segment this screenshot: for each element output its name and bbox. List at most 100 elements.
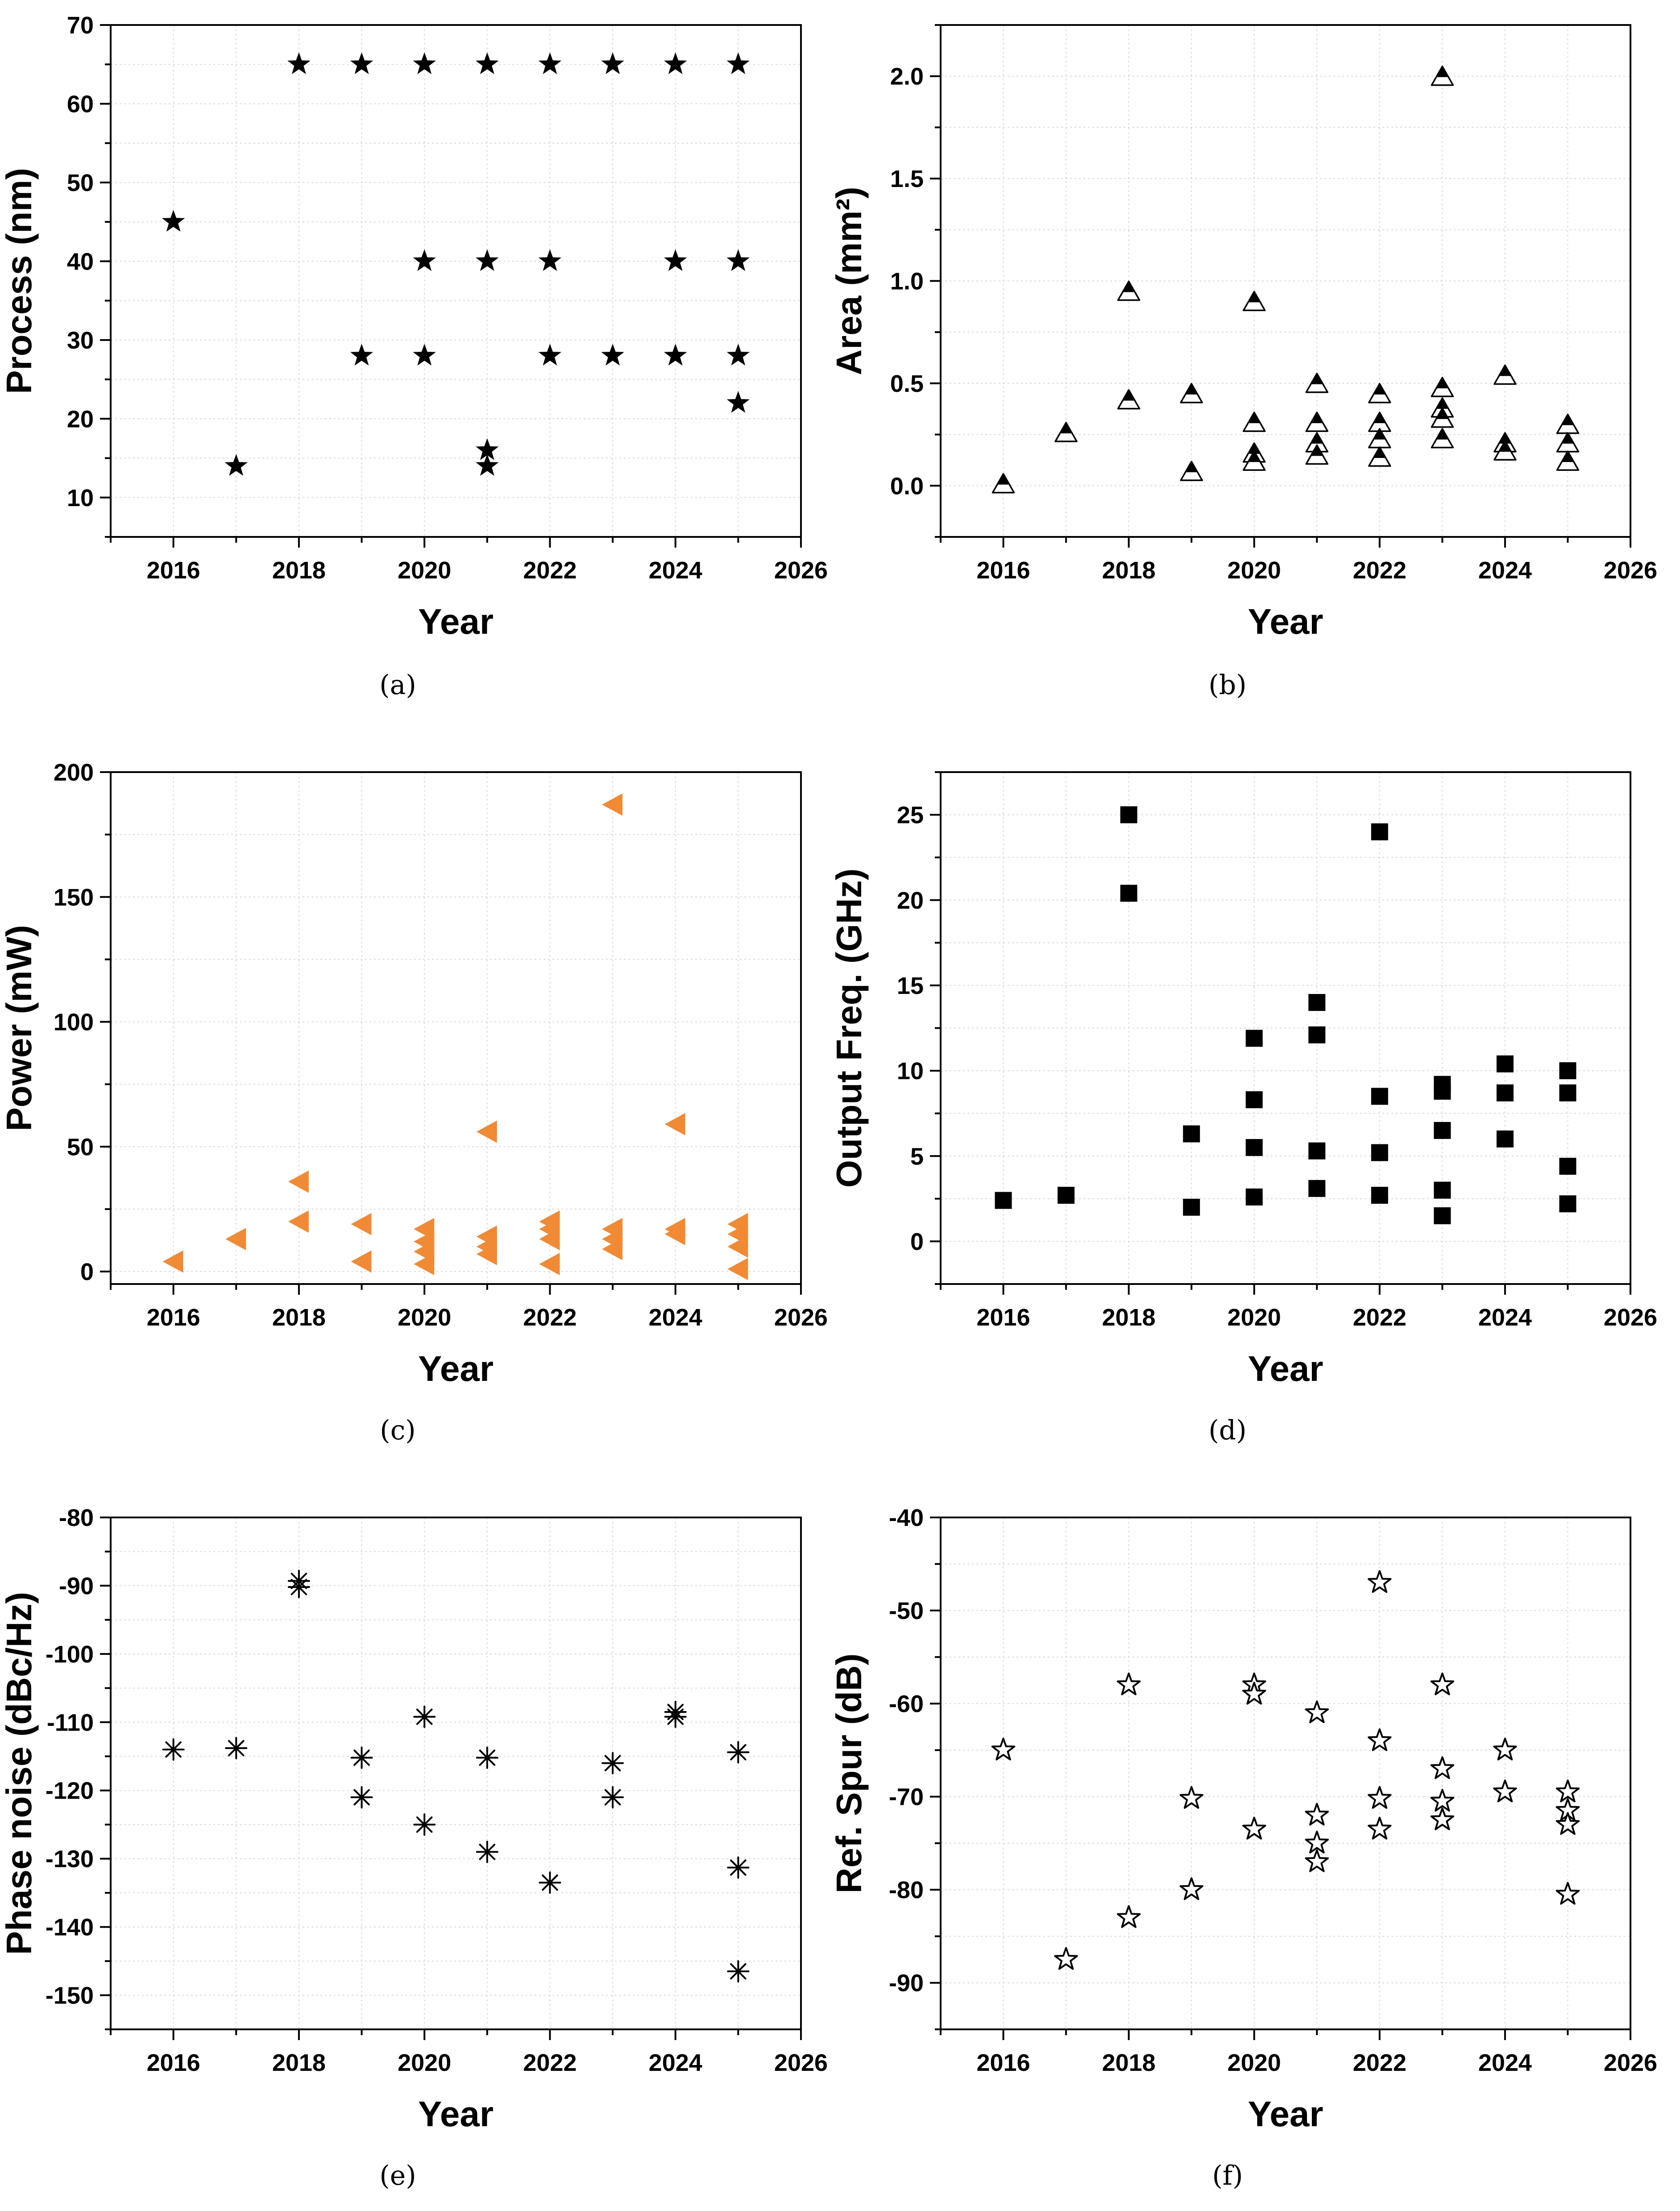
point-e-12: [601, 1786, 624, 1809]
point-f-10: [1305, 1803, 1329, 1826]
point-f-5: [1179, 1877, 1203, 1900]
point-a-23: [726, 391, 750, 413]
y-tick-label-f-4: -80: [889, 1877, 924, 1903]
x-tick-label-d-2: 2020: [1228, 1304, 1281, 1331]
point-a-16: [601, 344, 624, 366]
x-tick-label-f-2: 2020: [1228, 2049, 1281, 2076]
y-tick-label-e-2: -100: [46, 1641, 94, 1668]
point-e-16: [727, 1856, 750, 1879]
point-b-6: [1242, 291, 1266, 312]
y-tick-label-c-0: 0: [80, 1259, 94, 1285]
x-tick-label-c-1: 2018: [272, 1304, 326, 1331]
point-c-2: [288, 1170, 309, 1193]
grid-b: [941, 25, 1630, 537]
x-tick-label-b-5: 2026: [1604, 557, 1657, 584]
x-tick-label-a-3: 2022: [523, 557, 577, 584]
grid-c: [111, 772, 801, 1284]
point-e-1: [225, 1737, 248, 1759]
point-f-1: [1054, 1947, 1078, 1970]
x-tick-label-f-5: 2026: [1604, 2049, 1657, 2076]
point-d-13: [1308, 1180, 1326, 1197]
x-tick-label-b-4: 2024: [1478, 557, 1532, 584]
plot-frame-c: [110, 771, 802, 1285]
x-axis-title-d: Year: [1248, 1349, 1323, 1388]
point-f-7: [1242, 1682, 1266, 1705]
point-c-24: [664, 1223, 685, 1246]
point-a-13: [538, 249, 562, 271]
point-b-1: [1054, 422, 1078, 442]
y-tick-label-f-3: -70: [889, 1784, 924, 1811]
panel-caption-e: (e): [379, 2160, 416, 2191]
y-tick-label-e-7: -150: [46, 1982, 94, 2009]
x-tick-label-b-0: 2016: [976, 557, 1030, 584]
point-d-19: [1434, 1082, 1451, 1100]
point-e-7: [413, 1813, 436, 1836]
y-tick-label-c-3: 150: [54, 884, 94, 911]
point-e-14: [664, 1705, 687, 1728]
point-b-22: [1431, 428, 1454, 449]
x-tick-label-b-2: 2020: [1228, 557, 1281, 584]
data-points-c: [162, 793, 748, 1280]
x-tick-label-e-1: 2018: [272, 2049, 326, 2076]
y-tick-label-a-3: 40: [67, 248, 94, 275]
point-e-17: [727, 1960, 750, 1983]
y-axis-title-e: Phase noise (dBc/Hz): [0, 1592, 39, 1955]
y-axis-title-f: Ref. Spur (dB): [829, 1654, 869, 1894]
panel-caption-c: (c): [380, 1415, 415, 1446]
point-a-14: [538, 344, 562, 366]
ticks-f: [930, 1517, 1631, 2040]
point-e-6: [413, 1705, 436, 1728]
chart-panel-f: 2016 2018 2020 2022 2024 2026 -40 -50 -60 -70 -80 -…: [829, 1504, 1657, 2191]
point-d-6: [1245, 1030, 1263, 1047]
y-tick-label-a-2: 30: [67, 327, 94, 354]
point-b-10: [1305, 373, 1329, 393]
point-d-9: [1245, 1189, 1263, 1206]
point-f-19: [1430, 1789, 1455, 1812]
x-tick-label-d-4: 2024: [1478, 1304, 1532, 1331]
y-tick-label-f-2: -60: [889, 1691, 924, 1717]
point-c-0: [162, 1250, 183, 1273]
y-tick-label-b-4: 2.0: [890, 63, 924, 90]
x-axis-title-c: Year: [418, 1349, 494, 1388]
y-tick-label-f-1: -50: [889, 1598, 924, 1625]
x-tick-label-d-5: 2026: [1604, 1304, 1657, 1331]
point-d-21: [1434, 1181, 1451, 1199]
x-tick-label-a-2: 2020: [398, 557, 451, 584]
x-tick-label-c-3: 2022: [523, 1304, 577, 1331]
point-a-19: [664, 344, 687, 366]
x-tick-label-f-1: 2018: [1102, 2049, 1156, 2076]
ticks-c: [100, 771, 802, 1295]
point-f-20: [1430, 1807, 1455, 1830]
point-a-17: [664, 52, 687, 75]
point-f-22: [1493, 1779, 1517, 1803]
y-axis-title-b: Area (mm²): [829, 187, 869, 375]
point-b-26: [1556, 413, 1580, 434]
point-e-5: [350, 1786, 373, 1809]
point-b-18: [1431, 65, 1454, 86]
point-d-28: [1559, 1158, 1576, 1175]
point-b-7: [1242, 411, 1266, 432]
point-b-14: [1368, 383, 1391, 403]
chart-panel-a: 2016 2018 2020 2022 2024 2026 10 20 30 40 50 60 70 Ye…: [0, 12, 828, 701]
point-b-0: [991, 473, 1015, 494]
point-a-9: [476, 249, 499, 271]
point-a-1: [224, 454, 248, 476]
point-d-20: [1434, 1122, 1451, 1139]
plot-frame-a: [110, 24, 802, 538]
y-tick-label-b-2: 1.0: [890, 268, 924, 295]
point-a-11: [476, 454, 499, 476]
point-f-23: [1556, 1779, 1580, 1803]
x-tick-label-f-3: 2022: [1353, 2049, 1406, 2076]
y-tick-label-a-4: 50: [67, 170, 94, 196]
point-f-9: [1305, 1700, 1329, 1723]
y-tick-label-c-1: 50: [67, 1134, 94, 1160]
point-f-12: [1305, 1849, 1329, 1872]
point-d-15: [1371, 1088, 1388, 1105]
point-d-2: [1120, 806, 1137, 823]
point-f-13: [1368, 1570, 1392, 1593]
point-d-7: [1245, 1091, 1263, 1109]
data-points-a: [162, 52, 750, 476]
point-d-3: [1120, 885, 1137, 902]
point-c-17: [539, 1253, 560, 1276]
